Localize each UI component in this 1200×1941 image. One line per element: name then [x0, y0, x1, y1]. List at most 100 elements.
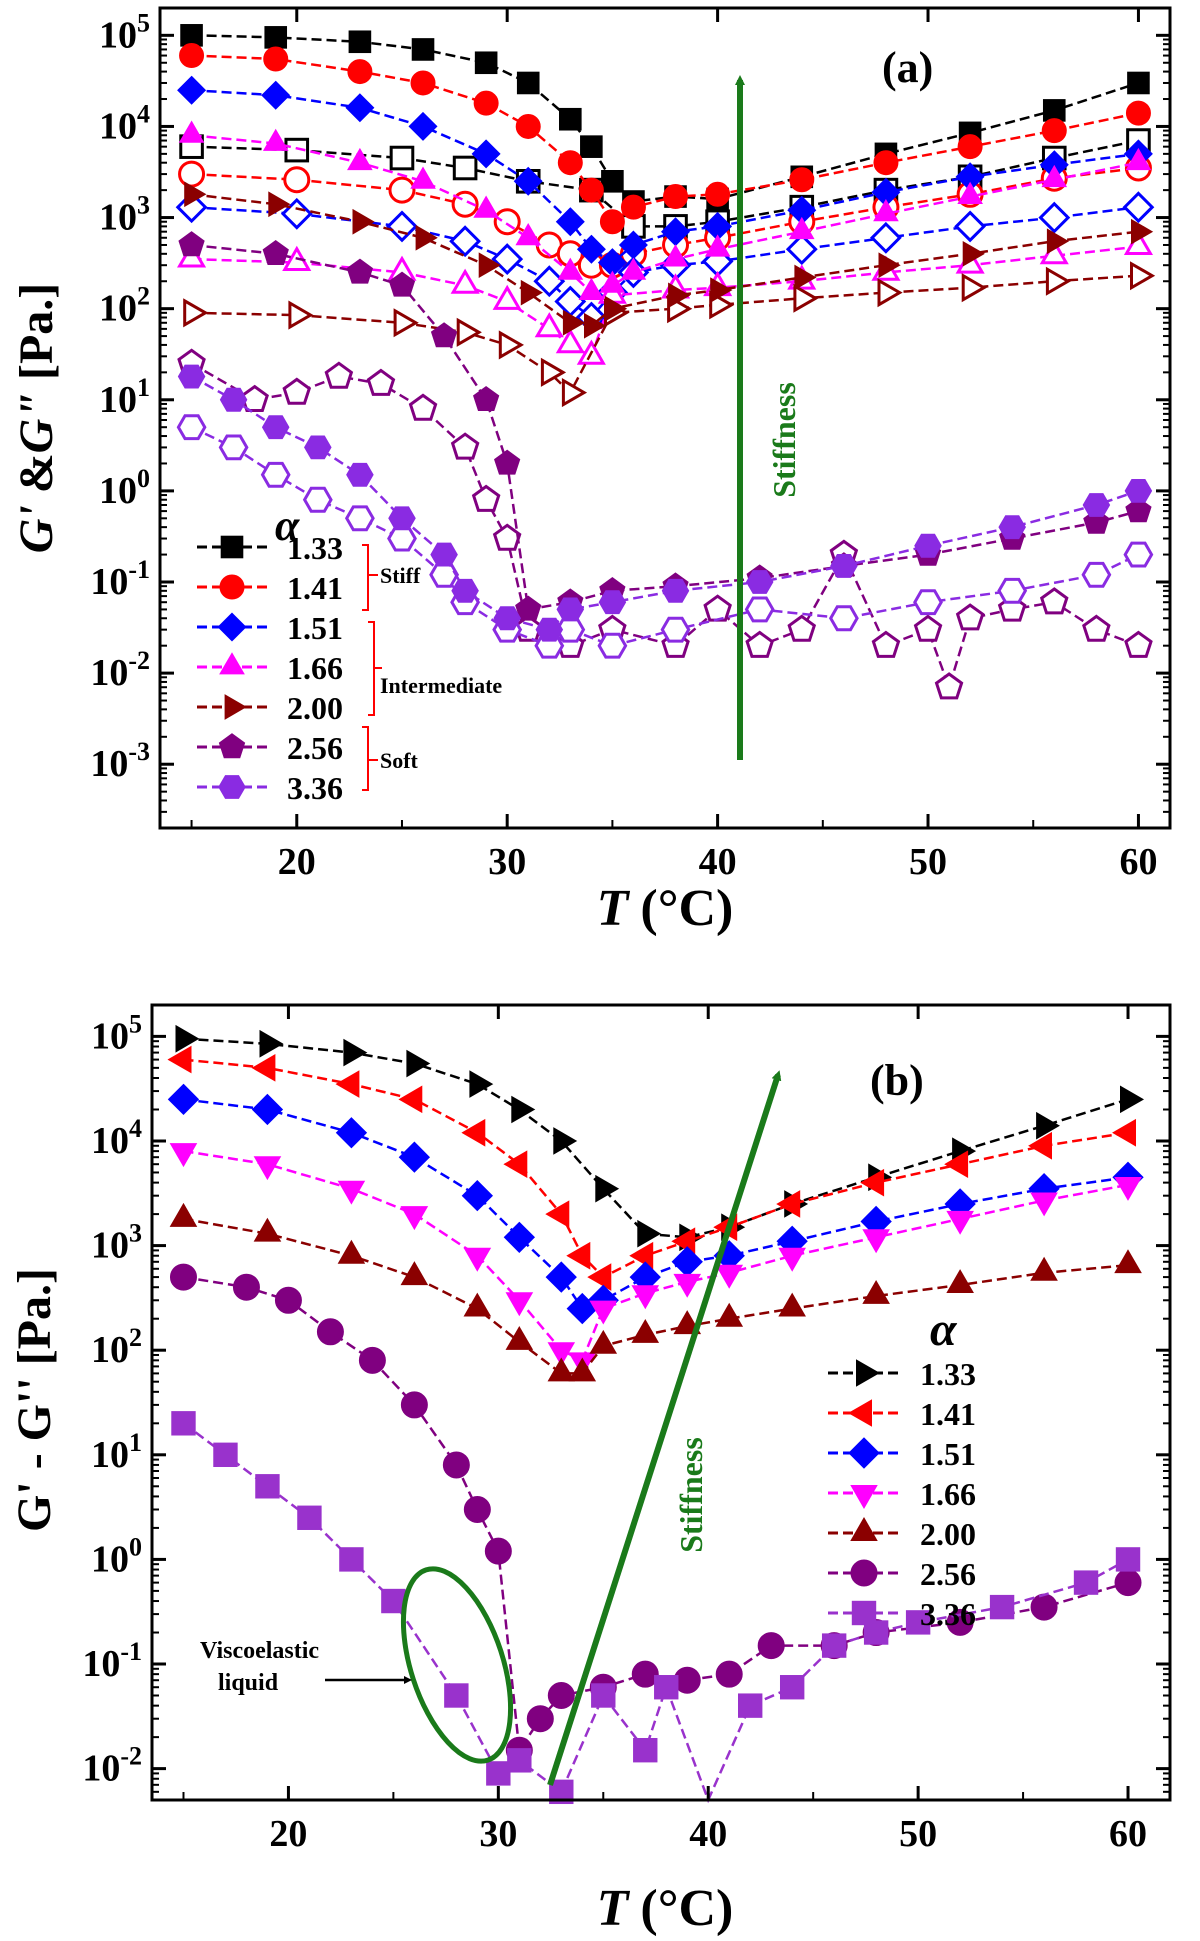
gpp-point	[877, 278, 903, 308]
legend-marker	[848, 1437, 880, 1469]
diff-point	[637, 1219, 662, 1248]
panel-b-legend-title: α	[930, 1303, 958, 1356]
panel-a-ytick-label: 100	[99, 464, 150, 512]
diff-point	[1114, 1249, 1142, 1274]
gp-point	[430, 322, 458, 348]
legend-marker	[847, 1399, 872, 1427]
diff-point	[1030, 1593, 1058, 1621]
series-1.66	[176, 120, 1154, 365]
panel-b-label: (b)	[870, 1056, 924, 1105]
gpp-point	[450, 432, 480, 460]
gpp-point	[871, 630, 901, 658]
gp-point	[478, 252, 501, 278]
diff-point	[505, 1326, 534, 1350]
series-2.00	[183, 181, 1156, 408]
gp-line	[191, 193, 1139, 328]
gpp-point	[471, 484, 501, 512]
gp-point	[598, 590, 627, 615]
gp-point	[789, 167, 815, 193]
series-1.33	[175, 1024, 1145, 1252]
diff-point	[463, 1495, 491, 1523]
gpp-point	[429, 561, 460, 588]
gp-point	[745, 570, 774, 594]
legend-item: 1.51	[828, 1436, 976, 1472]
gpp-point	[703, 594, 732, 622]
gpp-point	[492, 523, 522, 551]
gpp-point	[288, 300, 314, 330]
diff-point	[337, 1239, 366, 1264]
panel-b: 105 104 103 102 101 100 10-1 10-2 20 30 40 50 60 (b)…	[8, 1003, 1172, 1937]
panel-b-ytick-label: 101	[91, 1428, 142, 1476]
gp-point	[180, 24, 203, 47]
gpp-point	[452, 155, 478, 181]
gpp-point	[533, 265, 566, 298]
gp-point	[535, 617, 564, 642]
gp-point	[668, 282, 691, 309]
diff-line	[183, 1149, 1129, 1363]
panel-b-ytick-label: 104	[91, 1114, 142, 1162]
gpp-point	[534, 312, 564, 338]
legend-item: 2.56	[197, 730, 343, 766]
gp-point	[520, 279, 544, 306]
diff-point	[1028, 1131, 1052, 1160]
gpp-point	[388, 176, 416, 204]
diff-point	[1114, 1177, 1142, 1201]
legend-label: 1.33	[920, 1356, 976, 1392]
legend-marker	[856, 1359, 881, 1387]
gpp-point	[913, 614, 943, 642]
gpp-point	[393, 308, 419, 338]
diff-point	[274, 1286, 302, 1314]
gp-point	[415, 224, 438, 251]
diff-point	[339, 1547, 364, 1572]
diff-point	[251, 1093, 284, 1126]
gpp-point	[1039, 587, 1069, 615]
series-2.00	[169, 1202, 1142, 1382]
legend-marker	[220, 535, 244, 559]
gp-point	[411, 38, 435, 61]
diff-point	[343, 1038, 368, 1067]
diff-point	[461, 1179, 494, 1212]
diff-point	[860, 1168, 885, 1197]
gp-point	[1131, 218, 1154, 245]
gp-point	[515, 113, 541, 139]
panel-a-legend-title: α	[275, 501, 300, 550]
gp-point	[998, 515, 1026, 540]
diff-point	[444, 1683, 469, 1708]
gpp-point	[344, 505, 375, 532]
legend-label: 1.51	[920, 1436, 976, 1472]
gp-point	[555, 207, 585, 237]
panel-a-xtick-label: 20	[278, 841, 316, 883]
legend-item: 1.66	[197, 650, 343, 686]
diff-point	[779, 1675, 805, 1700]
diff-point	[566, 1241, 591, 1270]
legend-item: 2.00	[828, 1516, 976, 1552]
diff-point	[463, 1292, 492, 1317]
diff-point	[505, 1292, 534, 1317]
bracket-soft	[362, 726, 378, 791]
gp-point	[663, 184, 689, 210]
panel-a-y-g1: G'	[10, 505, 63, 553]
diff-point	[633, 1737, 658, 1763]
diff-line	[182, 1422, 1129, 1804]
group-label-stiff: Stiff	[380, 563, 421, 588]
diff-point	[629, 1241, 654, 1270]
diff-point	[259, 1029, 284, 1058]
legend-marker	[219, 652, 245, 675]
gp-point	[562, 309, 586, 336]
viscoelastic-label-line2: liquid	[218, 1670, 279, 1696]
diff-point	[463, 1247, 492, 1272]
gp-point	[474, 51, 498, 75]
legend-label: 2.00	[920, 1516, 976, 1552]
panel-b-ytick-label: 102	[91, 1323, 142, 1371]
gp-point	[352, 208, 375, 235]
bracket-stiff	[362, 544, 378, 611]
panel-b-x-unit: (°C)	[640, 1880, 733, 1937]
diff-point	[673, 1273, 702, 1298]
diff-line	[183, 1058, 1129, 1279]
gpp-point	[787, 614, 817, 642]
legend-marker	[850, 1516, 878, 1541]
panel-a-frame	[158, 6, 1172, 830]
gp-point	[556, 597, 585, 622]
gpp-point	[389, 145, 415, 171]
panel-a-ytick-label: 10-1	[90, 555, 150, 603]
